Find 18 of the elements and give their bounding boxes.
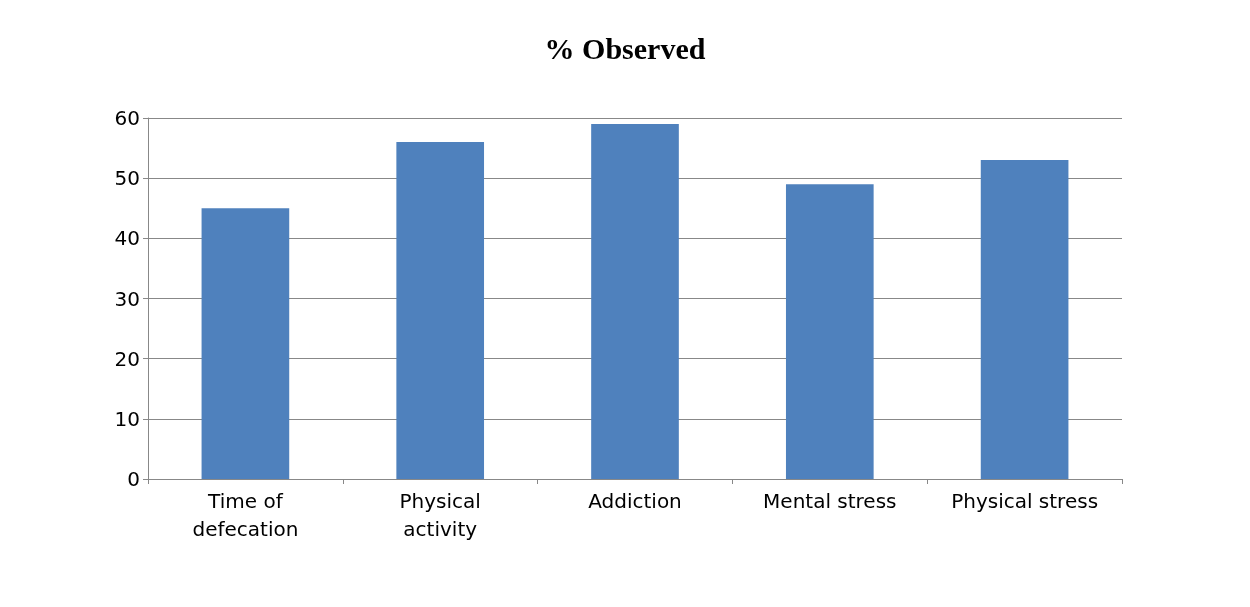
y-tick-label: 20 [114,346,140,371]
x-tick-label: Addiction [588,489,682,513]
y-tick-label: 0 [127,467,140,491]
bar [396,142,485,479]
x-tick-label: Physical activity [399,489,481,541]
x-tick-label: Time of defecation [192,489,299,541]
chart-title: % Observed [544,31,706,65]
x-tick-label: Mental stress [763,489,897,513]
bar [591,124,679,479]
y-tick-label: 40 [114,226,140,251]
y-tick-label: 50 [114,166,140,191]
bar [785,184,874,479]
x-tick-label: Physical stress [951,489,1099,513]
bar [201,208,290,479]
y-tick-label: 10 [114,406,140,431]
bar [980,160,1069,479]
y-tick-label: 30 [114,286,140,311]
y-tick-label: 60 [114,106,140,130]
